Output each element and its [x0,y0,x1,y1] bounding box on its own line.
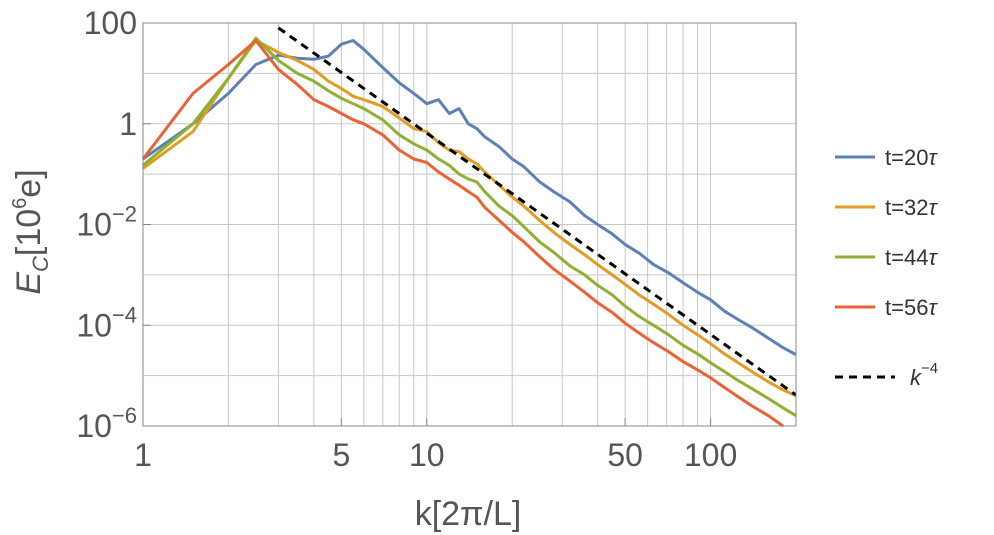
series-line-t56 [141,39,784,428]
series-group [141,26,797,428]
legend-label-time: t=32 [885,195,928,220]
y-tick-exponent: −4 [112,302,137,327]
legend-label-time: t=56 [885,295,928,320]
y-axis-label-sub: C [28,256,53,272]
y-tick-label: 10−2 [76,202,137,243]
legend-label-tau: τ [928,245,938,270]
legend-label-time: t=20 [885,145,928,170]
x-tick-label: 10 [409,437,445,473]
legend-reference-base: k [910,365,922,390]
y-axis-label-unit-close: e] [10,169,48,197]
x-tick-label: 1 [134,437,152,473]
legend-label-t56: t=56τ [885,295,938,320]
x-axis-label: k[2π/L] [415,495,522,533]
y-tick-exponent: −2 [112,202,137,227]
reference-line-k-minus-4 [277,26,797,397]
series-line-t20 [142,39,797,357]
grid [142,22,797,427]
x-tick-label: 5 [332,437,350,473]
y-axis-label-base: E [10,272,48,295]
series-line-t44 [142,36,797,417]
y-axis-label-unit-exp: 6 [9,198,31,209]
legend-label-t44: t=44τ [885,245,938,270]
x-axis-ticks: 1 5 10 50 100 [134,418,737,473]
y-tick-label: 1 [119,106,137,142]
y-tick-mantissa: 10 [76,207,112,243]
legend-label-tau: τ [928,195,938,220]
x-tick-label: 100 [684,437,737,473]
y-axis-label: EC[106e] [9,169,53,294]
x-tick-label: 50 [607,437,643,473]
legend-label-reference: k−4 [910,360,938,390]
y-tick-mantissa: 10 [76,408,112,444]
y-tick-mantissa: 1 [119,106,137,142]
y-tick-mantissa: 100 [84,5,137,41]
y-tick-label: 10−4 [76,302,137,343]
legend-label-time: t=44 [885,245,928,270]
legend-label-tau: τ [928,145,938,170]
legend-label-tau: τ [928,295,938,320]
legend-reference-exponent: −4 [921,360,938,377]
y-tick-label: 10−6 [76,403,137,444]
legend-label-t20: t=20τ [885,145,938,170]
y-tick-label: 100 [84,5,137,41]
y-tick-mantissa: 10 [76,307,112,343]
legend-label-t32: t=32τ [885,195,938,220]
y-axis-label-unit-open: [10 [10,209,48,256]
y-tick-exponent: −6 [112,403,137,428]
